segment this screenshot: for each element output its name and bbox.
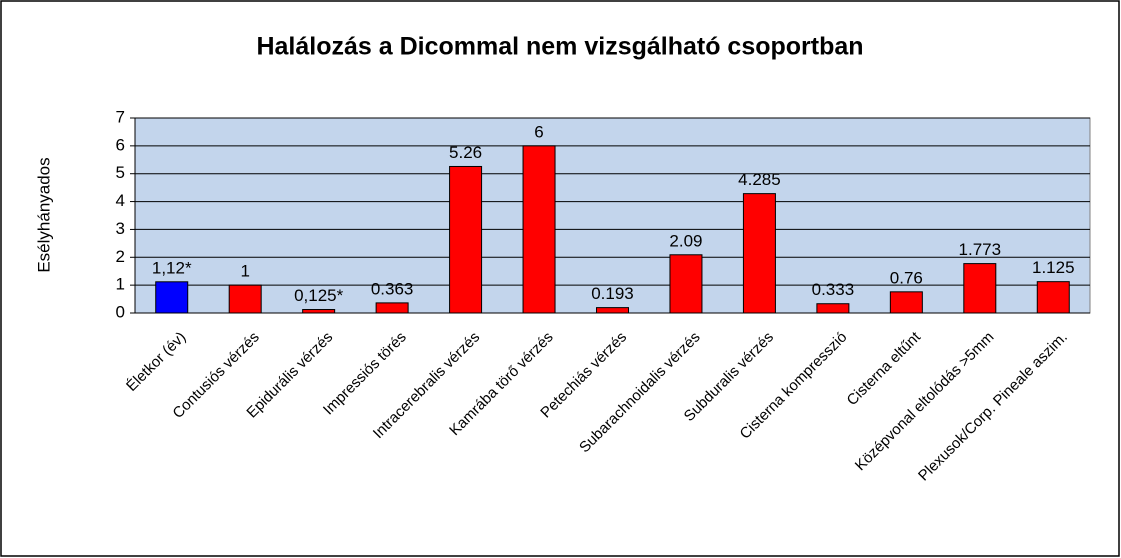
value-label: 0.363 [371, 279, 414, 298]
value-label: 0,125* [294, 286, 344, 305]
bar [742, 193, 776, 314]
bar [816, 303, 850, 314]
value-label: 6 [534, 122, 543, 141]
value-label: 1.125 [1032, 258, 1075, 277]
bar [522, 145, 556, 314]
value-label: 5.26 [449, 143, 482, 162]
y-tick-label: 4 [116, 191, 125, 210]
y-tick-label: 1 [116, 275, 125, 294]
bar [596, 307, 629, 314]
y-axis-label: Esélyhányados [34, 157, 53, 272]
bar [889, 291, 923, 314]
chart-title: Halálozás a Dicommal nem vizsgálható cso… [256, 33, 863, 61]
value-label: 0.76 [890, 268, 923, 287]
y-tick-label: 0 [116, 302, 125, 321]
y-tick-label: 3 [116, 219, 125, 238]
value-label: 1.773 [959, 240, 1002, 259]
y-tick-label: 6 [116, 135, 125, 154]
plot-area [134, 117, 1091, 314]
bar [1036, 281, 1070, 314]
y-tick-label: 5 [116, 163, 125, 182]
bar [228, 284, 262, 314]
y-tick-label: 7 [116, 107, 125, 126]
bar [302, 309, 336, 314]
bar [155, 281, 189, 314]
value-label: 0.333 [812, 280, 855, 299]
y-tick-label: 2 [116, 247, 125, 266]
value-label: 4.285 [738, 170, 781, 189]
value-label: 1,12* [152, 258, 192, 277]
bar [449, 165, 483, 314]
bar [375, 302, 409, 314]
value-label: 0.193 [591, 284, 634, 303]
bar [963, 263, 997, 314]
value-label: 1 [240, 262, 249, 281]
value-label: 2.09 [669, 231, 702, 250]
bar [669, 254, 703, 314]
